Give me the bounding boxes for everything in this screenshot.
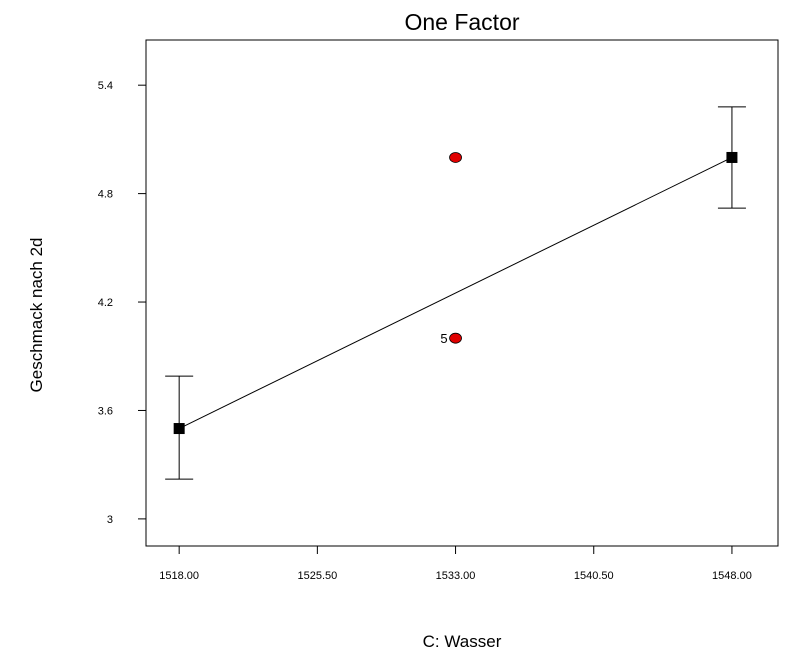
x-axis: 1518.00 1525.50 1533.00 1540.50 1548.00 <box>159 546 752 582</box>
y-axis: 3 3.6 4.2 4.8 5.4 <box>98 80 146 526</box>
y-axis-label: Geschmack nach 2d <box>27 238 46 393</box>
mean-marker <box>173 423 185 435</box>
x-tick-label: 1525.50 <box>297 570 337 582</box>
chart-title: One Factor <box>404 9 519 35</box>
mean-marker <box>726 151 738 163</box>
y-tick-label: 4.8 <box>98 189 113 201</box>
fit-line <box>178 157 733 429</box>
y-tick-label: 3.6 <box>98 405 113 417</box>
fit-line-group <box>165 106 746 480</box>
x-tick-label: 1533.00 <box>436 570 476 582</box>
x-tick-label: 1540.50 <box>574 570 614 582</box>
design-point <box>449 152 462 163</box>
plot-area <box>145 39 779 547</box>
design-point <box>449 332 462 344</box>
y-tick-label: 5.4 <box>98 80 113 92</box>
design-points: 5 <box>440 152 462 346</box>
y-tick-label: 4.2 <box>98 297 113 309</box>
x-tick-label: 1548.00 <box>712 570 752 582</box>
y-tick-label: 3 <box>107 514 113 526</box>
x-tick-label: 1518.00 <box>159 570 199 582</box>
point-count-label: 5 <box>440 331 447 346</box>
x-axis-label: C: Wasser <box>423 632 502 651</box>
